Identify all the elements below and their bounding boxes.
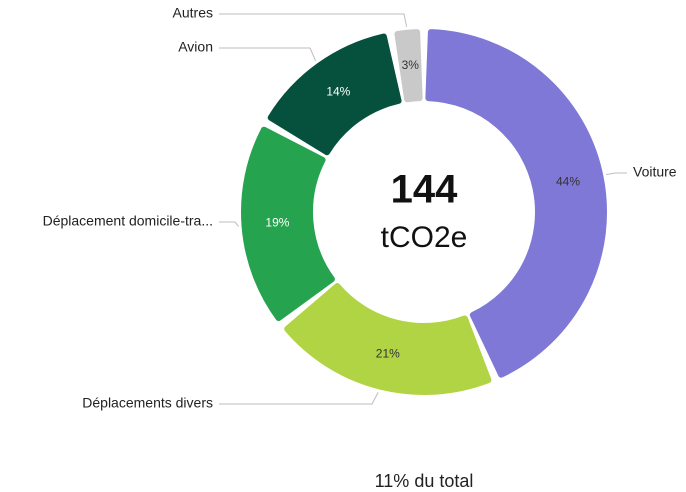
slice-label: 44% [556, 175, 580, 189]
leader-line [219, 47, 317, 62]
slice-label: 19% [265, 216, 289, 230]
donut-slice [394, 29, 423, 103]
slice-label: 21% [376, 347, 400, 361]
category-label: Voiture [633, 164, 677, 180]
category-label: Autres [173, 5, 213, 21]
footer: 11% du total [375, 471, 474, 491]
leader-line [219, 221, 239, 227]
donut-slice [284, 283, 492, 395]
category-label: Avion [178, 39, 213, 55]
donut-slice [241, 126, 335, 322]
leader-line [219, 392, 379, 405]
donut-slice [267, 33, 402, 156]
center-value: 144 [391, 168, 458, 212]
center-unit: tCO2e [381, 221, 468, 254]
category-label: Déplacement domicile-tra... [43, 213, 213, 229]
slice-label: 14% [326, 85, 350, 99]
slice-label: 3% [402, 58, 420, 72]
donut-slice [425, 29, 607, 378]
category-label: Déplacements divers [82, 395, 213, 411]
leader-line [219, 13, 408, 27]
leader-line [606, 172, 627, 176]
